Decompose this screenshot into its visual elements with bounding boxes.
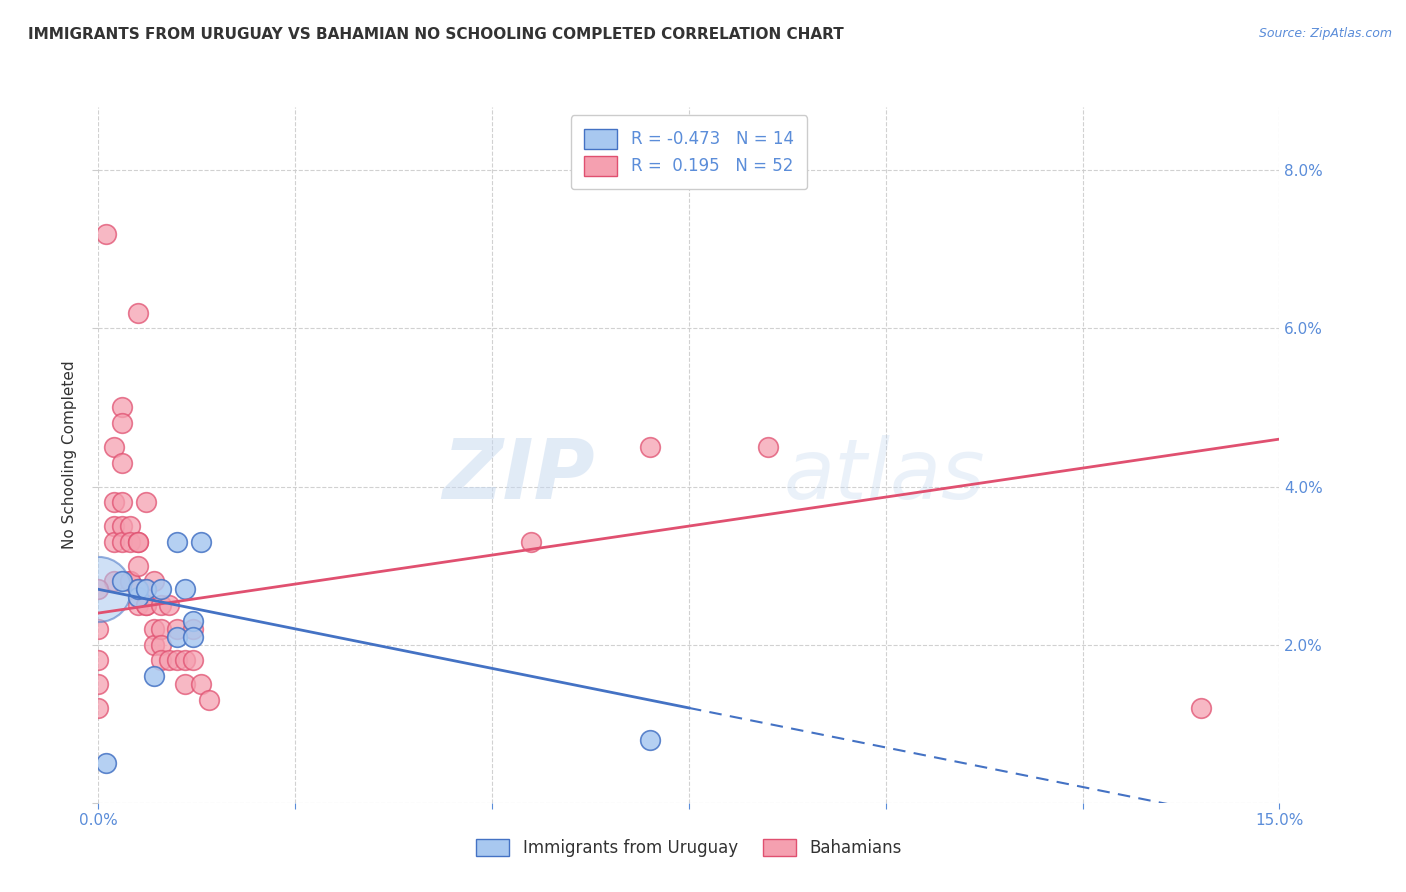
Point bbox=[111, 456, 134, 470]
Point bbox=[127, 534, 149, 549]
Legend: Immigrants from Uruguay, Bahamians: Immigrants from Uruguay, Bahamians bbox=[470, 832, 908, 864]
Point bbox=[150, 622, 173, 636]
Point bbox=[118, 519, 141, 533]
Point bbox=[150, 638, 173, 652]
Point bbox=[638, 732, 661, 747]
Point bbox=[190, 677, 212, 691]
Point bbox=[1189, 701, 1212, 715]
Point bbox=[127, 305, 149, 319]
Point bbox=[111, 417, 134, 431]
Point bbox=[166, 653, 188, 667]
Point bbox=[520, 534, 543, 549]
Point bbox=[756, 440, 779, 454]
Point bbox=[142, 669, 165, 683]
Point bbox=[127, 534, 149, 549]
Point bbox=[197, 693, 219, 707]
Point bbox=[127, 582, 149, 597]
Point bbox=[111, 519, 134, 533]
Point bbox=[111, 534, 134, 549]
Text: atlas: atlas bbox=[783, 435, 986, 516]
Point bbox=[111, 401, 134, 415]
Point bbox=[103, 574, 125, 589]
Y-axis label: No Schooling Completed: No Schooling Completed bbox=[62, 360, 77, 549]
Point bbox=[157, 653, 180, 667]
Point bbox=[174, 677, 197, 691]
Point bbox=[103, 440, 125, 454]
Point bbox=[166, 630, 188, 644]
Point bbox=[135, 598, 157, 612]
Point bbox=[127, 598, 149, 612]
Point bbox=[142, 638, 165, 652]
Point bbox=[103, 534, 125, 549]
Point bbox=[150, 653, 173, 667]
Point bbox=[103, 519, 125, 533]
Text: IMMIGRANTS FROM URUGUAY VS BAHAMIAN NO SCHOOLING COMPLETED CORRELATION CHART: IMMIGRANTS FROM URUGUAY VS BAHAMIAN NO S… bbox=[28, 27, 844, 42]
Point bbox=[181, 622, 204, 636]
Point bbox=[127, 582, 149, 597]
Point bbox=[174, 582, 197, 597]
Point bbox=[118, 574, 141, 589]
Point bbox=[181, 630, 204, 644]
Point bbox=[150, 598, 173, 612]
Point bbox=[166, 534, 188, 549]
Point bbox=[127, 591, 149, 605]
Point bbox=[174, 653, 197, 667]
Text: Source: ZipAtlas.com: Source: ZipAtlas.com bbox=[1258, 27, 1392, 40]
Point bbox=[157, 598, 180, 612]
Point bbox=[87, 677, 110, 691]
Point bbox=[135, 582, 157, 597]
Point bbox=[111, 574, 134, 589]
Point bbox=[103, 495, 125, 509]
Point bbox=[135, 495, 157, 509]
Point bbox=[135, 582, 157, 597]
Point bbox=[181, 614, 204, 628]
Point bbox=[638, 440, 661, 454]
Point bbox=[135, 598, 157, 612]
Point bbox=[142, 574, 165, 589]
Point bbox=[87, 701, 110, 715]
Point bbox=[96, 227, 118, 241]
Point bbox=[87, 622, 110, 636]
Point bbox=[87, 582, 110, 597]
Point bbox=[118, 574, 141, 589]
Point bbox=[118, 534, 141, 549]
Point bbox=[96, 756, 118, 771]
Point bbox=[190, 534, 212, 549]
Point bbox=[87, 653, 110, 667]
Point bbox=[127, 558, 149, 573]
Point bbox=[150, 582, 173, 597]
Point bbox=[166, 622, 188, 636]
Text: ZIP: ZIP bbox=[441, 435, 595, 516]
Point bbox=[87, 582, 110, 597]
Point bbox=[111, 495, 134, 509]
Point bbox=[181, 653, 204, 667]
Point bbox=[142, 622, 165, 636]
